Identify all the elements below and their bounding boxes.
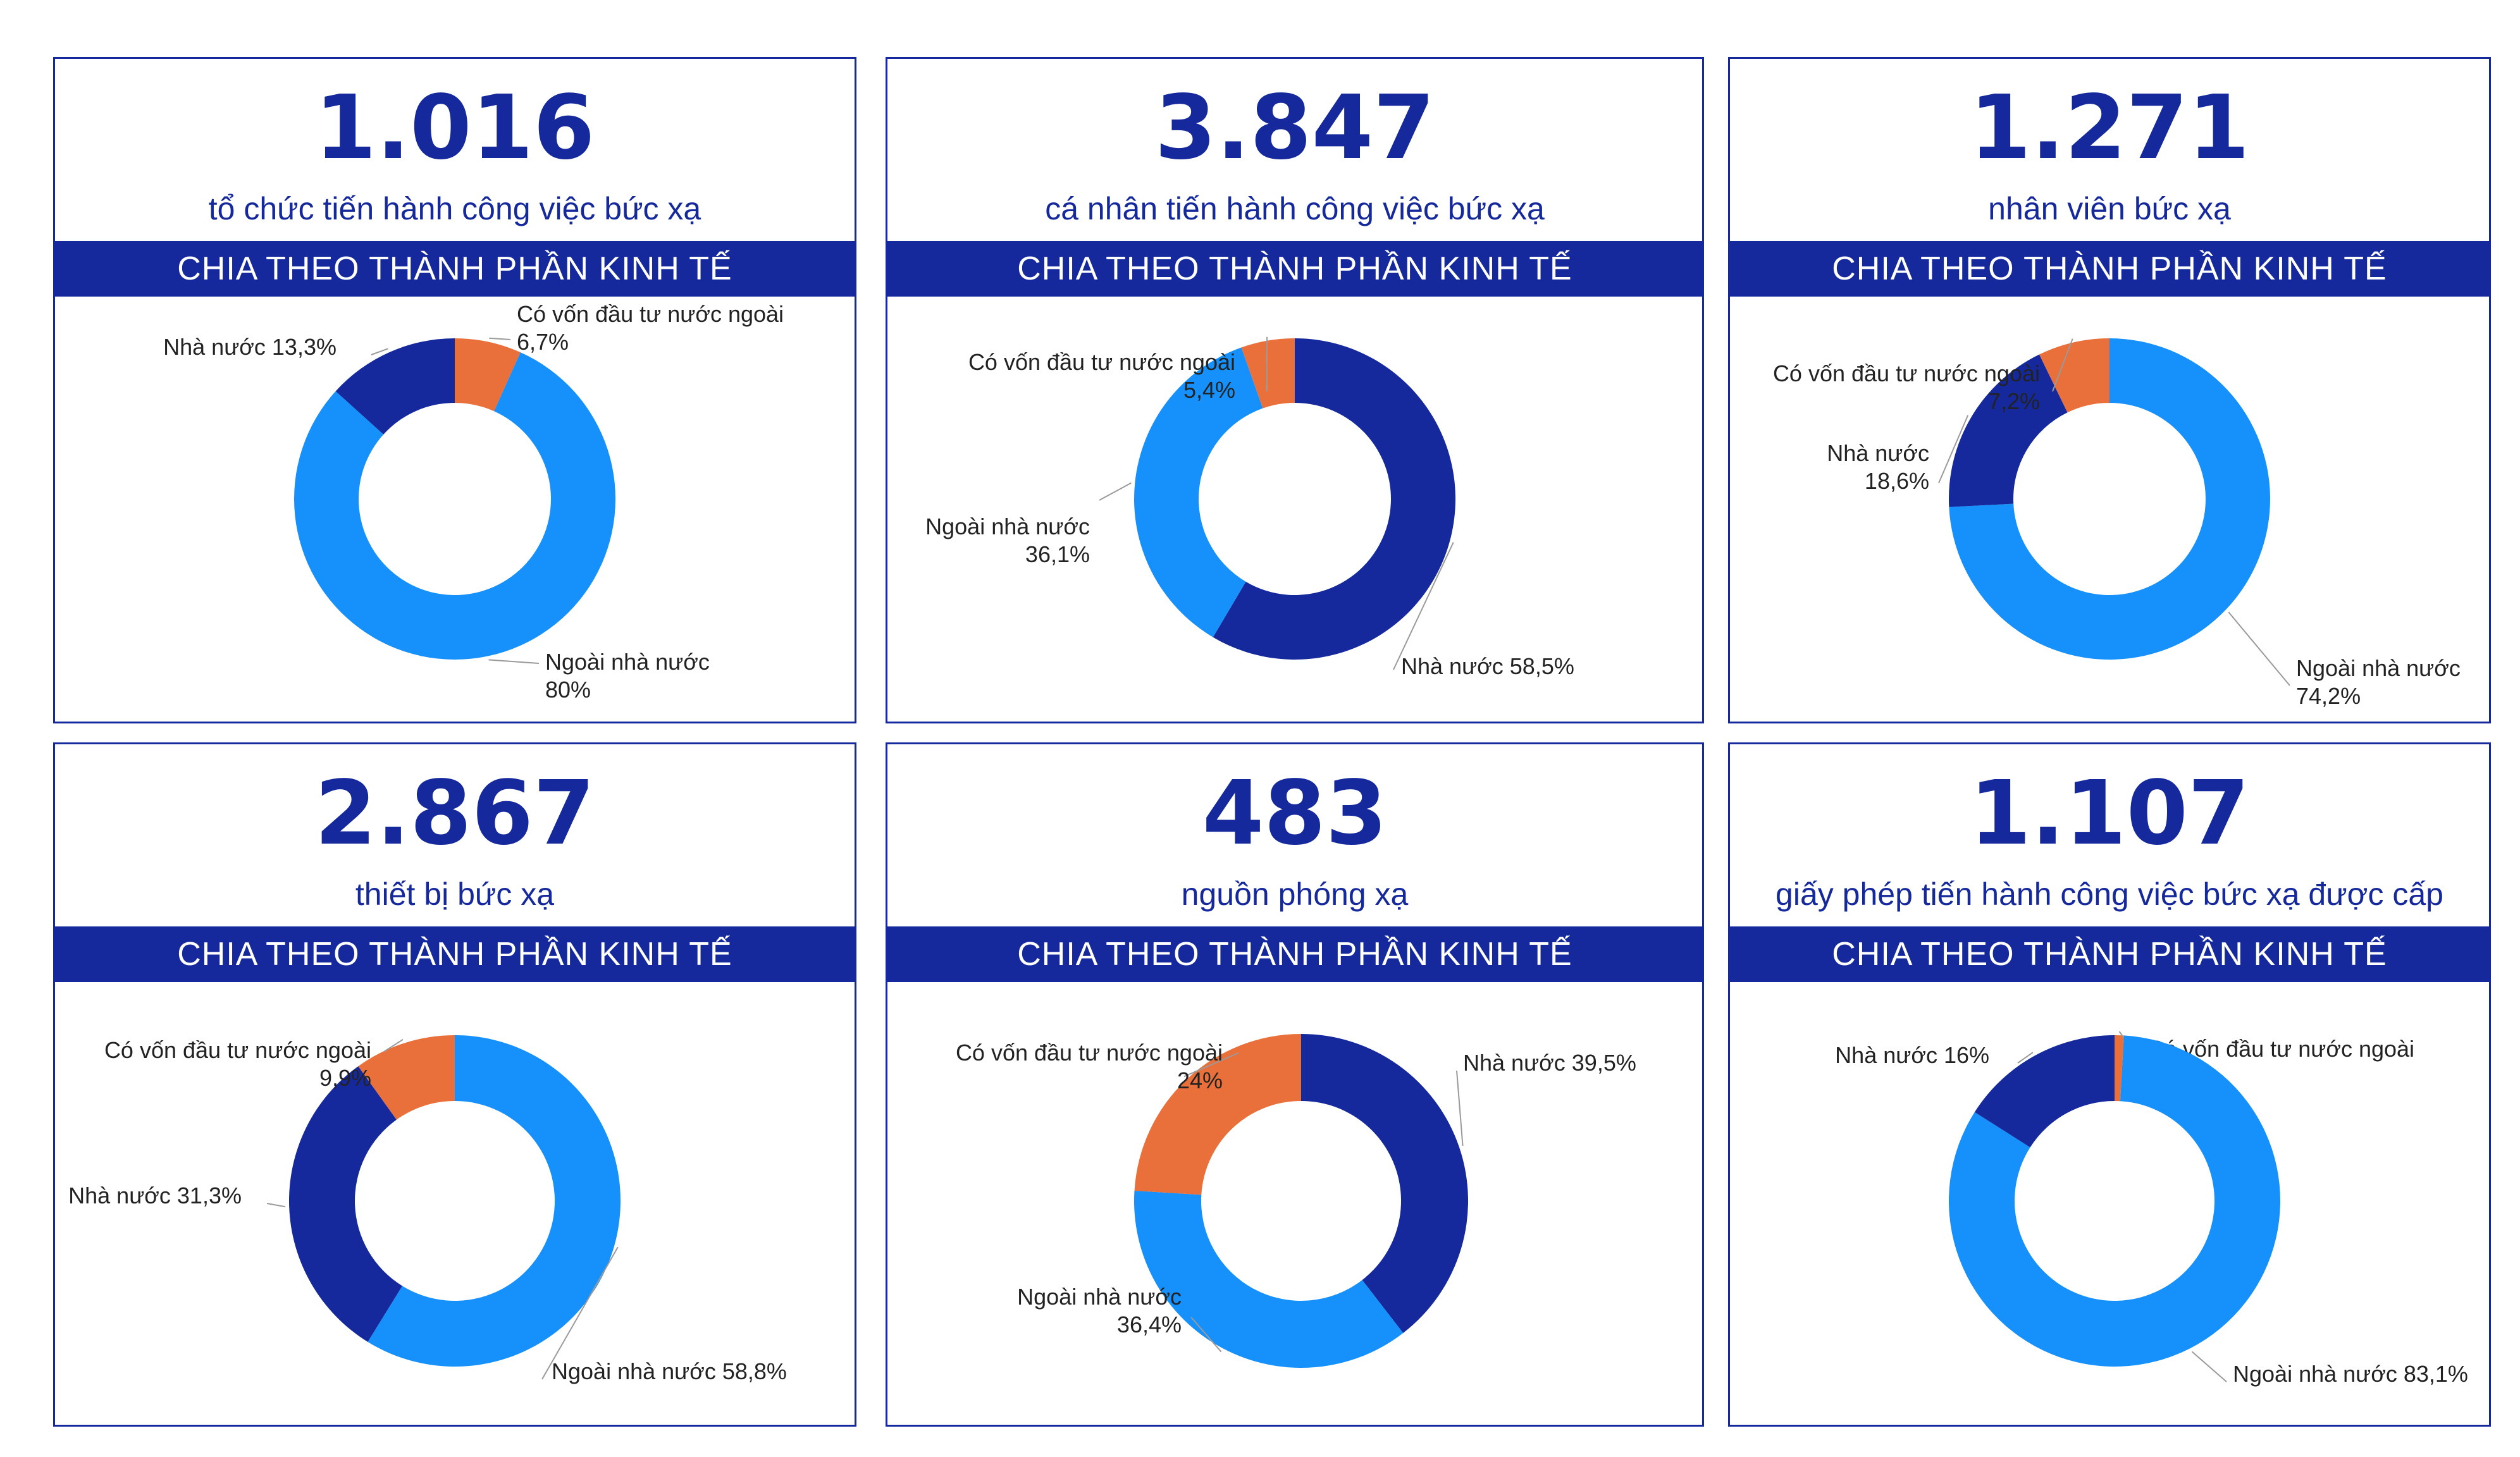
- donut-slice: [1949, 338, 2270, 660]
- slice-label: Nhà nước 31,3%: [68, 1183, 242, 1208]
- headline-number: 1.016: [314, 77, 595, 180]
- slice-label: Có vốn đầu tư nước ngoài 24%: [956, 1040, 1223, 1093]
- slice-label: Có vốn đầu tư nước ngoài 5,4%: [968, 349, 1235, 403]
- donut-slice: [368, 1035, 621, 1367]
- section-banner: CHIA THEO THÀNH PHẦN KINH TẾ: [887, 241, 1702, 297]
- section-banner: CHIA THEO THÀNH PHẦN KINH TẾ: [887, 926, 1702, 982]
- donut-slice: [358, 1035, 455, 1120]
- headline-caption: tổ chức tiến hành công việc bức xạ: [208, 191, 701, 226]
- section-banner: CHIA THEO THÀNH PHẦN KINH TẾ: [55, 241, 855, 297]
- slice-label: Nhà nước 39,5%: [1463, 1050, 1636, 1076]
- headline-number: 1.107: [1969, 762, 2250, 865]
- leader-line: [2228, 612, 2290, 686]
- slice-label: Có vốn đầu tư nước ngoài 9,9%: [104, 1037, 371, 1091]
- section-banner: CHIA THEO THÀNH PHẦN KINH TẾ: [55, 926, 855, 982]
- donut-slice: [1241, 338, 1295, 409]
- chart-panel: 1.016 tổ chức tiến hành công việc bức xạ…: [53, 57, 856, 723]
- leader-line: [488, 659, 540, 664]
- leader-line: [541, 1246, 619, 1380]
- slice-label: Nhà nước 13,3%: [163, 334, 337, 360]
- donut-slice: [1949, 1035, 2280, 1367]
- chart-panel: 3.847 cá nhân tiến hành công việc bức xạ…: [886, 57, 1704, 723]
- donut-slice: [2115, 1035, 2124, 1102]
- leader-line: [383, 1039, 404, 1052]
- donut-chart: Ngoài nhà nước 74,2% Nhà nước 18,6% Có vốn đ…: [1773, 338, 2461, 709]
- donut-slice: [293, 352, 615, 660]
- leader-line: [1456, 1070, 1464, 1146]
- donut-chart: Nhà nước 39,5% Ngoài nhà nước 36,4% Có vốn …: [956, 1034, 1636, 1368]
- donut-chart: Có vốn đầu tư nước ngoài 6,7% Ngoài nhà nư…: [163, 301, 784, 703]
- donut-slice: [1134, 1190, 1404, 1368]
- donut-slice: [1134, 347, 1263, 637]
- slice-label: Nhà nước 16%: [1835, 1042, 1989, 1068]
- donut-slice: [2039, 338, 2109, 413]
- donut-chart: Ngoài nhà nước 58,8% Nhà nước 31,3% Có vốn…: [68, 1035, 787, 1384]
- leader-line: [2052, 338, 2073, 392]
- slice-label: Ngoài nhà nước 58,8%: [552, 1358, 787, 1384]
- donut-slice: [1949, 354, 2068, 507]
- donut-slice: [288, 1066, 403, 1342]
- headline-caption: thiết bị bức xạ: [355, 876, 555, 912]
- donut-slice: [1134, 1034, 1301, 1195]
- leader-line: [1099, 482, 1132, 501]
- chart-panel: 2.867 thiết bị bức xạ CHIA THEO THÀNH PH…: [53, 742, 856, 1427]
- headline-number: 2.867: [314, 762, 595, 865]
- leader-line: [2191, 1351, 2227, 1382]
- slice-label: Có vốn đầu tư nước ngoài 6,7%: [517, 301, 784, 355]
- headline-caption: cá nhân tiến hành công việc bức xạ: [1045, 191, 1545, 226]
- slice-label: Có vốn đầu tư nước ngoài 7,2%: [1773, 360, 2040, 414]
- headline-number: 1.271: [1969, 77, 2250, 180]
- donut-slice: [1213, 338, 1455, 660]
- slice-label: Ngoài nhà nước 80%: [545, 649, 710, 703]
- slice-label: Nhà nước 18,6%: [1827, 440, 1929, 494]
- section-banner: CHIA THEO THÀNH PHẦN KINH TẾ: [1730, 241, 2489, 297]
- slice-label: Ngoài nhà nước 74,2%: [2296, 655, 2461, 709]
- chart-panel: 1.107 giấy phép tiến hành công việc bức …: [1728, 742, 2491, 1427]
- leader-line: [371, 348, 388, 355]
- donut-slice: [1974, 1035, 2115, 1148]
- leader-line: [2017, 1052, 2034, 1064]
- donut-slice: [335, 338, 455, 435]
- leader-line: [1183, 1052, 1239, 1078]
- leader-line: [489, 337, 511, 340]
- leader-line: [1938, 415, 1969, 484]
- section-banner: CHIA THEO THÀNH PHẦN KINH TẾ: [1730, 926, 2489, 982]
- headline-number: 3.847: [1154, 77, 1435, 180]
- headline-caption: nguồn phóng xạ: [1181, 876, 1409, 912]
- headline-number: 483: [1202, 762, 1388, 865]
- leader-line: [1393, 542, 1454, 670]
- headline-caption: giấy phép tiến hành công việc bức xạ đượ…: [1776, 876, 2443, 912]
- donut-slice: [1301, 1034, 1468, 1334]
- donut-slice: [455, 338, 521, 412]
- slice-label: Ngoài nhà nước 36,4%: [1017, 1284, 1182, 1337]
- donut-chart: Nhà nước 58,5% Ngoài nhà nước 36,1% Có vốn …: [925, 336, 1574, 679]
- headline-caption: nhân viên bức xạ: [1988, 191, 2231, 226]
- donut-chart: Có vốn đầu tư nước ngoài0,9%Ngoài nhà nư…: [1835, 1031, 2468, 1387]
- slice-label: Ngoài nhà nước 83,1%: [2233, 1361, 2468, 1387]
- leader-line: [1190, 1317, 1222, 1353]
- chart-panel: 483 nguồn phóng xạ CHIA THEO THÀNH PHẦN …: [886, 742, 1704, 1427]
- slice-label: Nhà nước 58,5%: [1401, 653, 1574, 679]
- leader-line: [266, 1203, 286, 1208]
- slice-label: Ngoài nhà nước 36,1%: [925, 513, 1090, 567]
- chart-panel: 1.271 nhân viên bức xạ CHIA THEO THÀNH P…: [1728, 57, 2491, 723]
